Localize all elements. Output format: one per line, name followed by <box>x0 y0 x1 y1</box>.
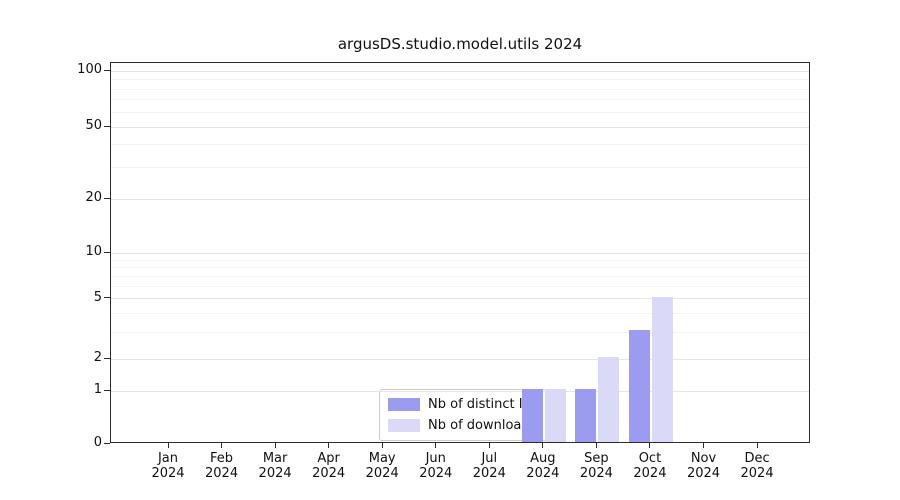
gridline-minor <box>111 276 809 278</box>
bar-aug-downloads <box>544 389 566 442</box>
y-tick-label: 1 <box>93 382 102 398</box>
gridline-minor <box>111 286 809 288</box>
bar-sep-distinct-ips <box>575 389 597 442</box>
x-tick-label: Jan 2024 <box>151 451 185 481</box>
legend: Nb of distinct IPs Nb of downloads <box>379 389 548 441</box>
x-tick-mark <box>435 443 437 448</box>
x-tick-label: Aug 2024 <box>526 451 560 481</box>
gridline-minor <box>111 99 809 101</box>
y-tick-label: 10 <box>85 244 102 260</box>
gridline-major <box>111 198 809 200</box>
y-tick-mark <box>104 69 110 71</box>
x-tick-label: Oct 2024 <box>633 451 667 481</box>
x-tick-mark <box>649 443 651 448</box>
gridline-minor <box>111 111 809 113</box>
y-tick-mark <box>104 197 110 199</box>
bar-oct-downloads <box>651 296 673 442</box>
y-tick-label: 100 <box>77 62 102 77</box>
x-tick-label: Feb 2024 <box>205 451 239 481</box>
bar-oct-distinct-ips <box>628 330 650 442</box>
gridline-minor <box>111 88 809 90</box>
gridline-minor <box>111 312 809 314</box>
legend-swatch-distinct-ips <box>388 398 420 411</box>
gridline-major <box>111 358 809 360</box>
x-tick-label: Jun 2024 <box>419 451 453 481</box>
x-tick-mark <box>221 443 223 448</box>
y-tick-mark <box>104 251 110 253</box>
legend-swatch-downloads <box>388 419 420 432</box>
legend-label-distinct-ips: Nb of distinct IPs <box>428 397 537 412</box>
y-tick-label: 2 <box>93 350 102 366</box>
y-tick-label: 5 <box>93 289 102 305</box>
x-tick-mark <box>381 443 383 448</box>
gridline-minor <box>111 79 809 80</box>
gridline-major <box>111 70 809 72</box>
y-tick-mark <box>104 125 110 127</box>
x-tick-mark <box>488 443 490 448</box>
legend-item-downloads: Nb of downloads <box>388 418 537 433</box>
x-tick-mark <box>274 443 276 448</box>
bar-sep-downloads <box>598 357 620 442</box>
gridline-minor <box>111 166 809 168</box>
x-tick-label: Nov 2024 <box>686 451 721 481</box>
gridline-major <box>111 390 809 392</box>
x-tick-label: Dec 2024 <box>740 451 774 481</box>
x-tick-mark <box>328 443 330 448</box>
x-tick-mark <box>595 443 597 448</box>
x-tick-mark <box>542 443 544 448</box>
x-tick-mark <box>703 443 704 448</box>
x-tick-mark <box>167 443 169 448</box>
x-tick-mark <box>756 443 758 448</box>
gridline-major <box>111 126 809 128</box>
x-tick-label: Sep 2024 <box>579 451 613 481</box>
gridline-major <box>111 252 809 254</box>
legend-label-downloads: Nb of downloads <box>428 418 537 433</box>
y-tick-mark <box>104 442 110 444</box>
bar-aug-distinct-ips <box>521 389 543 442</box>
y-tick-label: 0 <box>93 435 102 450</box>
y-tick-label: 20 <box>85 190 102 206</box>
gridline-major <box>111 298 809 300</box>
y-tick-mark <box>104 297 110 299</box>
y-tick-mark <box>104 357 110 359</box>
y-tick-mark <box>104 389 110 391</box>
gridline-minor <box>111 267 809 269</box>
legend-item-distinct-ips: Nb of distinct IPs <box>388 397 537 412</box>
x-tick-label: Jul 2024 <box>472 451 506 481</box>
plot-area: Nb of distinct IPs Nb of downloads <box>110 62 810 443</box>
x-tick-label: Apr 2024 <box>312 451 346 481</box>
y-tick-label: 50 <box>85 118 102 133</box>
gridline-minor <box>111 144 809 146</box>
gridline-minor <box>111 331 809 333</box>
gridline-minor <box>111 259 809 261</box>
x-tick-label: Mar 2024 <box>258 451 292 481</box>
x-tick-label: May 2024 <box>365 451 399 481</box>
chart-title: argusDS.studio.model.utils 2024 <box>337 35 583 53</box>
